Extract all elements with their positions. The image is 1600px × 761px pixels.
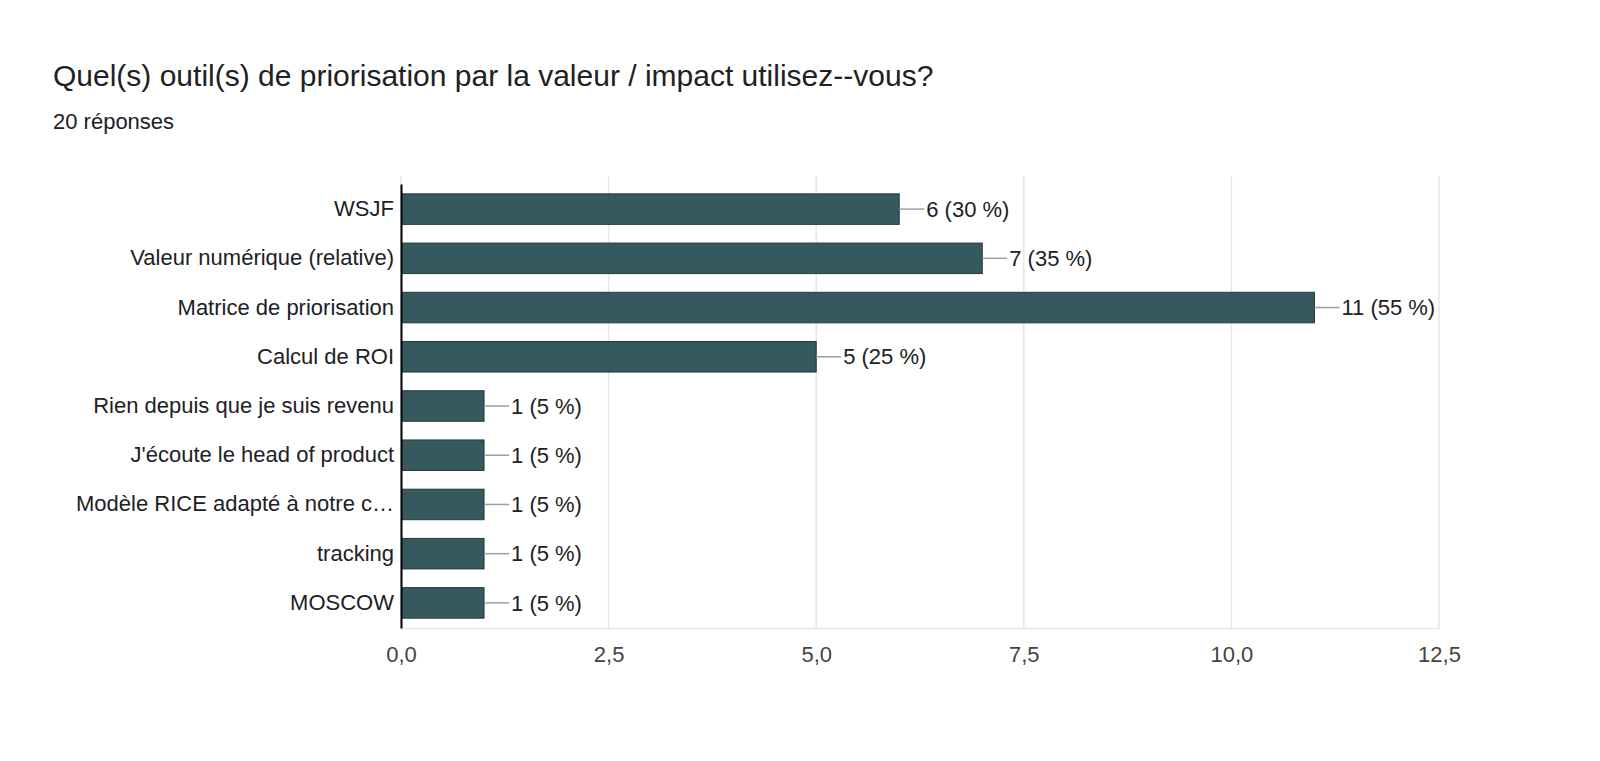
label-leader xyxy=(484,553,509,555)
y-tick-label: WSJF xyxy=(334,196,394,221)
data-label: 1 (5 %) xyxy=(511,541,582,566)
label-leader xyxy=(816,356,841,358)
label-leader xyxy=(982,258,1007,260)
bars xyxy=(401,194,1314,618)
data-label: 1 (5 %) xyxy=(511,492,582,517)
x-tick-label: 2,5 xyxy=(594,642,625,667)
bar xyxy=(401,292,1314,323)
bar xyxy=(401,440,484,471)
y-axis: WSJF Valeur numérique (relative) Matrice d… xyxy=(76,185,401,629)
label-leader xyxy=(484,602,509,604)
data-label: 6 (30 %) xyxy=(926,197,1009,222)
data-label: 1 (5 %) xyxy=(511,591,582,616)
label-leader xyxy=(899,208,924,210)
bar xyxy=(401,538,484,569)
y-tick-label: Calcul de ROI xyxy=(257,344,394,369)
y-tick: Valeur numérique (relative) xyxy=(130,245,401,270)
y-tick-label: Rien depuis que je suis revenu xyxy=(93,393,394,418)
x-tick-label: 10,0 xyxy=(1210,642,1253,667)
data-labels: 6 (30 %)7 (35 %) 11 (55 %) 5 (25 %) 1 (5 %)… xyxy=(484,197,1435,616)
x-tick: 12,5 xyxy=(1418,628,1461,667)
data-label: 11 (55 %) xyxy=(1341,295,1435,320)
label-leader xyxy=(484,405,509,407)
grid xyxy=(401,176,1439,628)
label-leader xyxy=(484,454,509,456)
x-tick-label: 5,0 xyxy=(801,642,832,667)
x-tick-label: 7,5 xyxy=(1009,642,1040,667)
bar xyxy=(401,342,816,373)
y-tick-label: tracking xyxy=(317,541,394,566)
x-tick: 5,0 xyxy=(801,628,832,667)
data-label: 5 (25 %) xyxy=(843,344,926,369)
grid-line xyxy=(400,176,402,628)
bar xyxy=(401,194,899,225)
y-tick-label: J'écoute le head of product xyxy=(131,442,395,467)
x-tick-label: 0,0 xyxy=(386,642,417,667)
y-tick-label: Modèle RICE adapté à notre c… xyxy=(76,491,394,516)
x-axis: 0,0 2,5 5,0 7,5 10,0 12,5 xyxy=(386,628,1461,667)
x-tick: 7,5 xyxy=(1009,628,1040,667)
grid-line xyxy=(1231,176,1233,628)
y-tick-label: MOSCOW xyxy=(290,590,394,615)
x-tick: 10,0 xyxy=(1210,628,1253,667)
data-label: 1 (5 %) xyxy=(511,443,582,468)
data-label: 1 (5 %) xyxy=(511,394,582,419)
bar xyxy=(401,588,484,619)
y-tick: tracking xyxy=(317,541,401,566)
bar xyxy=(401,243,982,274)
y-tick-label: Matrice de priorisation xyxy=(178,295,394,320)
x-tick: 0,0 xyxy=(386,628,417,667)
bar xyxy=(401,391,484,422)
y-tick: Modèle RICE adapté à notre c… xyxy=(76,491,401,516)
x-tick: 2,5 xyxy=(594,628,625,667)
label-leader xyxy=(1314,307,1339,309)
y-tick: Matrice de priorisation xyxy=(178,295,401,320)
x-tick-label: 12,5 xyxy=(1418,642,1461,667)
data-label: 7 (35 %) xyxy=(1009,246,1092,271)
grid-line xyxy=(1438,176,1440,628)
y-tick-label: Valeur numérique (relative) xyxy=(130,245,394,270)
bar xyxy=(401,489,484,520)
y-tick: J'écoute le head of product xyxy=(131,442,402,467)
grid-line xyxy=(1023,176,1025,628)
title: Quel(s) outil(s) de priorisation par la … xyxy=(53,59,933,92)
x-axis-line xyxy=(402,628,1440,630)
y-axis-line xyxy=(401,185,403,629)
y-tick: WSJF xyxy=(334,196,401,221)
chart: Quel(s) outil(s) de priorisation par la … xyxy=(0,0,1600,761)
y-tick: MOSCOW xyxy=(290,590,401,615)
label-leader xyxy=(484,504,509,506)
y-tick: Rien depuis que je suis revenu xyxy=(93,393,401,418)
subtitle: 20 réponses xyxy=(53,109,174,134)
y-tick: Calcul de ROI xyxy=(257,344,401,369)
